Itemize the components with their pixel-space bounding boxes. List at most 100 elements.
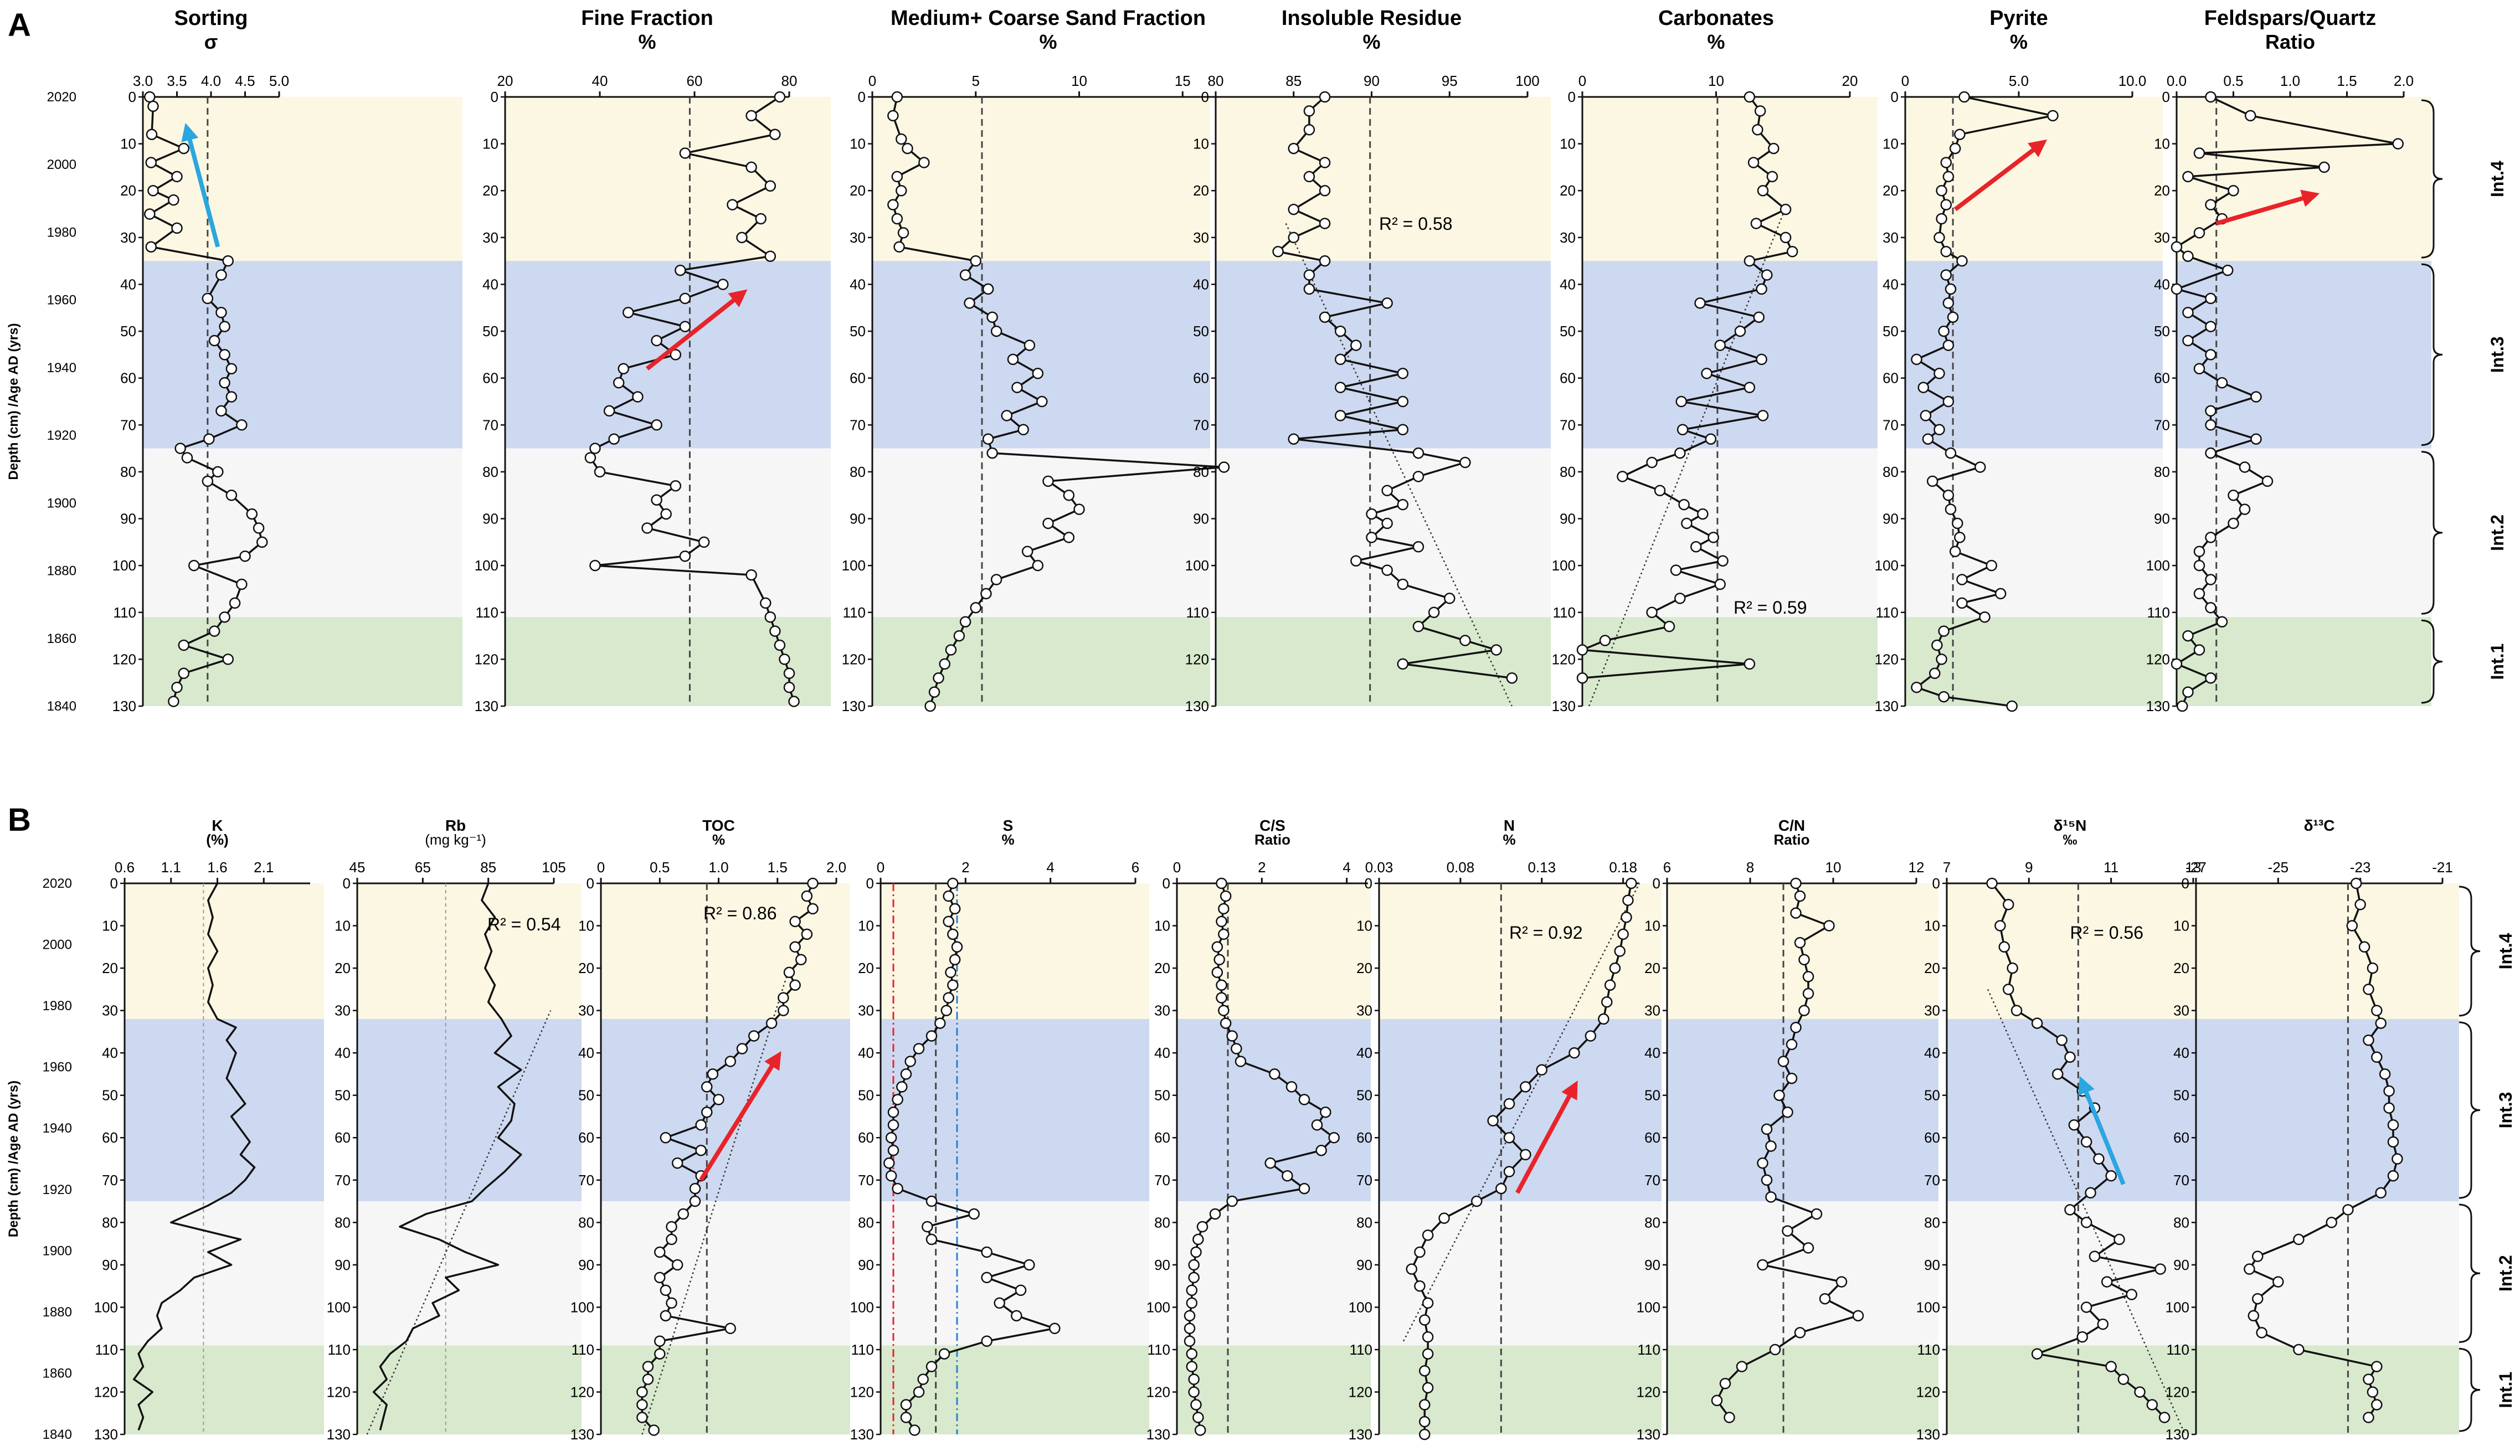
zone-band	[357, 1201, 582, 1346]
data-point	[1676, 424, 1689, 436]
data-point	[202, 475, 214, 487]
depth-tick-label: 90	[335, 1257, 351, 1273]
zone-band	[2177, 261, 2431, 449]
data-point	[1487, 1115, 1499, 1126]
depth-tick-label: 10	[1560, 136, 1576, 152]
depth-tick-label: 0	[110, 875, 118, 892]
data-point	[2342, 1204, 2354, 1216]
data-point	[145, 241, 157, 253]
x-tick-label: 9	[2025, 859, 2033, 876]
depth-tick-label: 100	[1916, 1299, 1940, 1315]
depth-tick-label: 40	[482, 276, 498, 292]
depth-tick-label: 120	[1349, 1383, 1372, 1400]
x-tick-label: 6	[1663, 859, 1671, 876]
zone-band	[2177, 617, 2431, 706]
data-point	[1938, 625, 1950, 637]
data-point	[1220, 890, 1232, 902]
data-point	[928, 686, 940, 698]
subplot-title: Medium+ Coarse Sand Fraction	[891, 7, 1206, 30]
data-point	[789, 979, 801, 991]
data-point	[1213, 954, 1225, 966]
data-point	[745, 110, 757, 122]
subplot-A-4: Carbonates% 0 10 20 0 10 20 30 40 50 60 70 80 90 100 11…	[1552, 7, 1858, 714]
data-point	[943, 915, 954, 928]
depth-tick-label: 30	[1356, 1002, 1372, 1019]
data-point	[181, 452, 193, 464]
depth-tick-label: 30	[482, 229, 498, 246]
data-point	[1288, 433, 1299, 445]
data-point	[789, 941, 801, 953]
data-point	[2371, 1361, 2383, 1372]
data-point	[1334, 325, 1346, 337]
data-point	[922, 1221, 933, 1233]
data-point	[769, 625, 781, 637]
depth-tick-label: 10	[120, 136, 136, 152]
data-point	[1184, 1323, 1196, 1334]
data-point	[1188, 1373, 1200, 1385]
data-point	[1422, 1297, 1434, 1309]
data-point	[178, 142, 190, 155]
depth-tick-label: 50	[1560, 323, 1576, 339]
zone-bracket	[2421, 99, 2443, 259]
x-tick-label: 5.0	[269, 73, 289, 89]
data-point	[679, 550, 691, 562]
data-point	[1272, 245, 1284, 258]
data-point	[981, 1335, 992, 1347]
data-point	[769, 128, 781, 140]
data-point	[724, 1323, 736, 1334]
zone-bracket	[2421, 619, 2443, 704]
subplot-title: Carbonates	[1658, 7, 1774, 30]
zone-band	[881, 1018, 1149, 1202]
data-point	[1231, 1043, 1242, 1054]
data-point	[2363, 1412, 2374, 1423]
depth-tick-label: 10	[1356, 918, 1372, 934]
data-point	[891, 91, 903, 103]
zone-band	[1582, 448, 1878, 618]
depth-tick-label: 10	[1644, 918, 1660, 934]
data-point	[1298, 1182, 1310, 1195]
data-point	[698, 536, 710, 548]
data-point	[783, 966, 795, 978]
data-point	[1216, 877, 1227, 889]
data-point	[1506, 672, 1518, 684]
data-point	[1015, 1284, 1027, 1296]
data-point	[1936, 213, 1947, 225]
data-point	[2158, 1412, 2171, 1423]
data-point	[774, 639, 786, 651]
depth-tick-label: 10	[858, 918, 874, 934]
subplot-title: Fine Fraction	[581, 7, 713, 30]
data-point	[222, 255, 234, 267]
depth-tick-label: 80	[1193, 464, 1209, 480]
data-point	[801, 890, 813, 902]
data-point	[2205, 532, 2216, 543]
depth-tick-label: 90	[2173, 1257, 2189, 1273]
data-point	[2375, 1017, 2387, 1029]
data-point	[219, 377, 230, 389]
data-point	[1626, 877, 1637, 889]
data-point	[887, 199, 899, 210]
data-point	[783, 667, 795, 680]
data-point	[1674, 593, 1686, 604]
depth-tick-label: 120	[1916, 1383, 1940, 1400]
data-point	[982, 433, 994, 445]
zone-band	[881, 1345, 1149, 1434]
subplot-B-1: Rb(mg kg⁻¹) 45 65 85 105 0 10 20 30 40 50 60 70 80 90 1…	[327, 817, 566, 1443]
data-point	[666, 1221, 677, 1233]
data-point	[1622, 894, 1634, 906]
data-point	[208, 625, 220, 637]
data-point	[2346, 920, 2358, 932]
depth-tick-label: 0	[587, 875, 594, 892]
zone-label: Int.3	[2496, 1092, 2516, 1129]
data-point	[1303, 269, 1315, 281]
data-point	[188, 559, 200, 572]
depth-tick-label: 90	[482, 511, 498, 527]
data-point	[1798, 954, 1810, 966]
data-point	[671, 1259, 683, 1271]
data-point	[707, 1068, 719, 1080]
r-squared-label: R² = 0.56	[2070, 923, 2144, 943]
data-point	[1196, 1221, 1208, 1233]
data-point	[2064, 1204, 2076, 1216]
depth-tick-label: 60	[2154, 370, 2170, 387]
data-point	[913, 1386, 925, 1398]
data-point	[2205, 349, 2216, 361]
